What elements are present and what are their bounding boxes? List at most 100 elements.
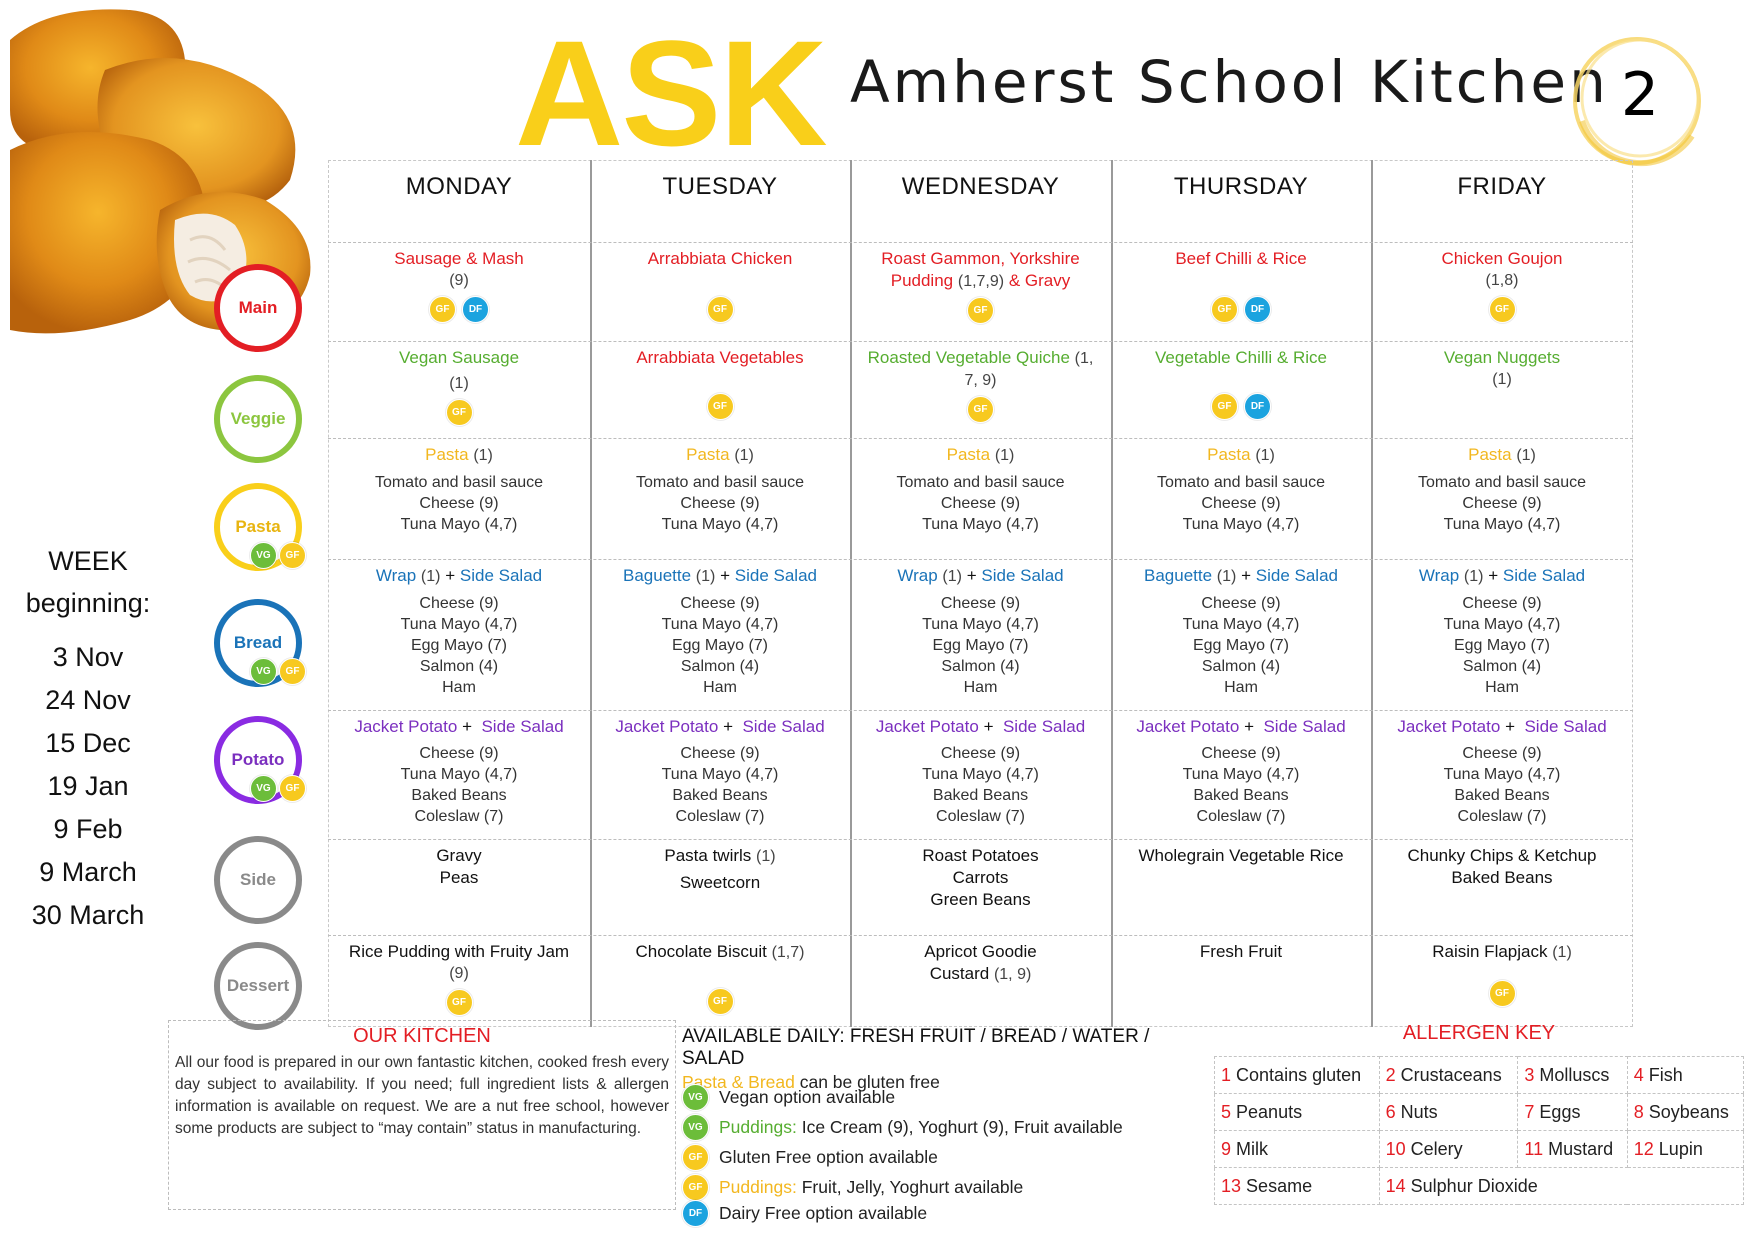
veggie-wednesday: Roasted Vegetable Quiche (1, 7, 9) GF: [850, 341, 1111, 438]
allergen-codes: (1): [734, 447, 754, 464]
bread-thursday: Baguette (1) + Side Salad Cheese (9) Tun…: [1111, 559, 1371, 710]
plus-sign: +: [1241, 566, 1252, 585]
available-daily-panel: AVAILABLE DAILY: FRESH FRUIT / BREAD / W…: [682, 1026, 1212, 1227]
dessert-name-cont: Custard: [929, 964, 990, 983]
allergen-item: 13 Sesame: [1214, 1167, 1380, 1205]
pasta-option: Tomato and basil sauce: [896, 474, 1065, 491]
allergen-codes-cont: 7, 9): [964, 372, 997, 389]
side-item: Peas: [439, 868, 479, 887]
week-date: 15 Dec: [45, 728, 131, 758]
our-kitchen-box: OUR KITCHEN All our food is prepared in …: [168, 1020, 676, 1210]
potato-friday: Jacket Potato + Side Salad Cheese (9) Tu…: [1371, 710, 1633, 839]
legend-text: Ice Cream (9), Yoghurt (9), Fruit availa…: [801, 1117, 1123, 1137]
potato-option: Coleslaw (7): [936, 808, 1025, 825]
potato-option: Tuna Mayo (4,7): [922, 766, 1039, 783]
allergen-codes: (1,7,9): [957, 273, 1005, 290]
gluten-free-badge-icon: GF: [706, 296, 734, 323]
gluten-free-badge-icon: GF: [706, 988, 734, 1015]
category-label: Side: [240, 870, 276, 889]
main-wednesday: Roast Gammon, Yorkshire Pudding (1,7,9) …: [850, 242, 1111, 341]
veggie-tuesday: Arrabbiata Vegetables GF: [590, 341, 850, 438]
pasta-option: Tuna Mayo (4,7): [922, 516, 1039, 533]
legend-vegan: VG Vegan option available: [682, 1084, 895, 1111]
dessert-monday: Rice Pudding with Fruity Jam (9) GF: [328, 935, 590, 1027]
potato-option: Baked Beans: [672, 787, 768, 804]
allergen-codes: (1): [420, 568, 441, 585]
potato-option: Cheese (9): [680, 745, 760, 762]
bread-option: Salmon (4): [1201, 658, 1281, 675]
gluten-free-badge-icon: GF: [445, 399, 473, 426]
available-daily-title: AVAILABLE DAILY: FRESH FRUIT / BREAD / W…: [682, 1026, 1150, 1069]
potato-thursday: Jacket Potato + Side Salad Cheese (9) Tu…: [1111, 710, 1371, 839]
pasta-option: Tomato and basil sauce: [635, 474, 805, 491]
gluten-free-badge-icon: GF: [279, 775, 306, 802]
gluten-free-badge-icon: GF: [1211, 296, 1238, 323]
allergen-item: 12 Lupin: [1626, 1130, 1745, 1168]
gluten-free-items: Pasta & Bread: [682, 1072, 795, 1092]
allergen-codes: (1): [942, 568, 962, 585]
dish-name: Vegetable Chilli & Rice: [1155, 348, 1327, 367]
week-date: 9 March: [39, 857, 137, 887]
side-monday: Gravy Peas: [328, 839, 590, 935]
allergen-key-table: 1 Contains gluten 2 Crustaceans 3 Mollus…: [1214, 1056, 1745, 1205]
dish-name: Pasta: [686, 445, 730, 464]
side-salad: Side Salad: [481, 717, 564, 736]
dish-name: Baguette: [623, 566, 692, 585]
pasta-option: Tomato and basil sauce: [374, 474, 544, 491]
brand-logo-text: ASK: [515, 9, 828, 177]
potato-option: Baked Beans: [932, 787, 1029, 804]
potato-option: Cheese (9): [1462, 745, 1542, 762]
allergen-codes: (1): [1216, 568, 1237, 585]
week-number: 2: [1620, 60, 1660, 130]
pasta-option: Cheese (9): [419, 495, 499, 512]
potato-option: Baked Beans: [1193, 787, 1289, 804]
side-thursday: Wholegrain Vegetable Rice: [1111, 839, 1371, 935]
allergen-codes: (9): [449, 272, 469, 289]
side-salad: Side Salad: [1524, 717, 1607, 736]
allergen-item: 9 Milk: [1214, 1130, 1380, 1168]
plus-sign: +: [1505, 717, 1515, 736]
bread-option: Tuna Mayo (4,7): [661, 616, 779, 633]
potato-monday: Jacket Potato + Side Salad Cheese (9) Tu…: [328, 710, 590, 839]
allergen-codes: (1): [473, 447, 493, 464]
allergen-codes: (1): [449, 375, 469, 392]
week-label: WEEK: [48, 546, 128, 576]
legend-vegan-puddings: VG Puddings: Ice Cream (9), Yoghurt (9),…: [682, 1114, 1123, 1141]
dish-name: Wrap: [375, 566, 417, 585]
dessert-name: Rice Pudding with Fruity Jam: [348, 942, 570, 961]
dish-name: Vegan Nuggets: [1443, 348, 1561, 367]
bread-option: Tuna Mayo (4,7): [400, 616, 518, 633]
legend-text: Gluten Free option available: [719, 1147, 938, 1167]
vegan-badge-icon: VG: [250, 658, 277, 685]
gluten-free-badge-icon: GF: [429, 296, 456, 323]
pasta-option: Tuna Mayo (4,7): [1182, 516, 1300, 533]
category-dessert: Dessert: [214, 942, 302, 1030]
main-tuesday: Arrabbiata Chicken GF: [590, 242, 850, 341]
side-item: Green Beans: [930, 890, 1031, 909]
plus-sign: +: [720, 566, 731, 585]
plus-sign: +: [462, 717, 472, 736]
dairy-free-badge-icon: DF: [682, 1200, 709, 1227]
dish-name: Roast Gammon, Yorkshire: [881, 249, 1080, 268]
dish-name: Sausage & Mash: [394, 249, 524, 268]
allergen-item: 14 Sulphur Dioxide: [1378, 1167, 1745, 1205]
category-side: Side: [214, 836, 302, 924]
main-thursday: Beef Chilli & Rice GF DF: [1111, 242, 1371, 341]
veggie-monday: Vegan Sausage (1) GF: [328, 341, 590, 438]
week-date: 3 Nov: [52, 642, 124, 672]
day-header-wednesday: WEDNESDAY: [901, 173, 1060, 200]
week-date: 24 Nov: [45, 685, 131, 715]
dish-name: Jacket Potato: [354, 717, 458, 736]
gluten-free-note: can be gluten free: [799, 1072, 940, 1092]
potato-option: Coleslaw (7): [1457, 808, 1547, 825]
side-item: Baked Beans: [1451, 868, 1553, 887]
potato-option: Coleslaw (7): [675, 808, 765, 825]
vegan-badge-icon: VG: [250, 542, 277, 569]
potato-option: Tuna Mayo (4,7): [661, 766, 779, 783]
potato-option: Cheese (9): [940, 745, 1021, 762]
dessert-tuesday: Chocolate Biscuit (1,7) GF: [590, 935, 850, 1027]
gluten-free-badge-icon: GF: [967, 396, 994, 423]
bread-option: Cheese (9): [680, 595, 760, 612]
dish-name: Wrap: [1418, 566, 1460, 585]
category-bread: Bread VG GF: [214, 599, 306, 687]
